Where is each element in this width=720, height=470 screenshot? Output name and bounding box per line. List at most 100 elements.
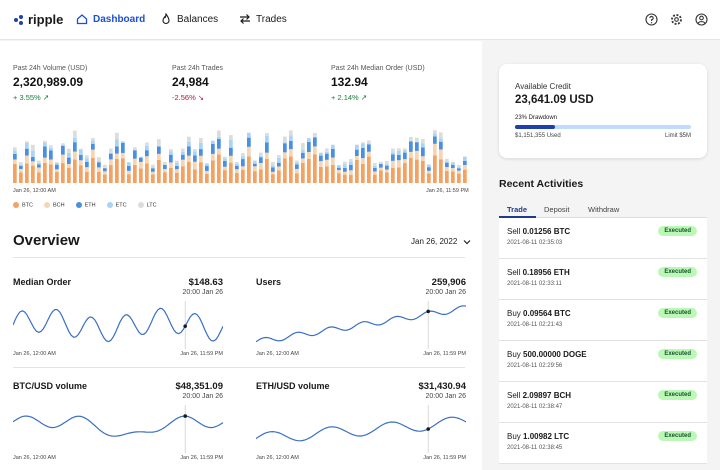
volume-bar-segment [193, 151, 197, 156]
volume-bar-segment [295, 160, 299, 163]
volume-bar-segment [421, 143, 425, 148]
side-panel: Available Credit 23,641.09 USD 23% Drawd… [482, 41, 720, 470]
arrow-down-right-icon: ↘ [197, 93, 205, 102]
volume-bar-segment [391, 148, 395, 153]
date-selector-value: Jan 26, 2022 [411, 237, 458, 246]
volume-bar-segment [421, 147, 425, 157]
activity-row[interactable]: Buy 1.00982 LTC 2021-08-11 02:38:45 Exec… [499, 423, 707, 464]
volume-bar-segment [289, 156, 293, 183]
activity-row[interactable]: Sell 0.18956 ETH 2021-08-11 02:33:11 Exe… [499, 259, 707, 300]
activity-row[interactable]: Buy 0.09564 BTC 2021-08-11 02:21:43 Exec… [499, 300, 707, 341]
volume-bar-segment [145, 145, 149, 151]
volume-bar-segment [241, 156, 245, 160]
volume-bar-segment [445, 161, 449, 163]
nav-dashboard[interactable]: Dashboard [76, 13, 145, 25]
volume-bar-segment [415, 159, 419, 183]
credit-card: Available Credit 23,641.09 USD 23% Drawd… [499, 64, 707, 158]
activity-time: 2021-08-11 02:33:11 [507, 281, 562, 287]
volume-bar-segment [85, 171, 89, 183]
legend-bch: BCH [44, 202, 65, 208]
volume-bar-segment [283, 152, 287, 159]
volume-bar-segment [25, 141, 29, 143]
volume-bar-segment [31, 161, 35, 166]
volume-bar-segment [457, 168, 461, 171]
volume-bar-segment [241, 169, 245, 183]
volume-bar-segment [313, 154, 317, 183]
volume-bar-segment [427, 173, 431, 183]
volume-bar-segment [199, 162, 203, 183]
volume-bar-segment [25, 142, 29, 149]
credit-label: Available Credit [515, 82, 571, 91]
volume-bar-segment [409, 136, 413, 141]
metric-axis-start: Jan 26, 12:00 AM [256, 351, 299, 357]
activity-description: Sell 0.01256 BTC [507, 227, 570, 236]
status-badge: Executed [658, 349, 697, 359]
stat-volume-value: 2,320,989.09 [13, 75, 84, 89]
gear-icon[interactable] [670, 13, 683, 26]
volume-bar-segment [367, 144, 371, 152]
active-tab-underline [499, 216, 536, 218]
ripple-logo[interactable]: ripple [13, 12, 63, 27]
activity-side: Sell [507, 227, 521, 236]
volume-bar-segment [13, 163, 17, 183]
activity-description: Sell 0.18956 ETH [507, 268, 570, 277]
volume-bar-segment [55, 171, 59, 183]
volume-bar-segment [37, 160, 41, 163]
volume-bar-segment [19, 162, 23, 165]
volume-bar-segment [457, 170, 461, 174]
nav-trades[interactable]: Trades [239, 13, 287, 25]
volume-bar-segment [151, 164, 155, 168]
volume-bar-segment [91, 143, 95, 150]
volume-bar-segment [247, 137, 251, 147]
volume-bar-segment [277, 166, 281, 171]
volume-bar-segment [397, 150, 401, 155]
volume-bar-segment [223, 166, 227, 171]
user-avatar-icon[interactable] [695, 13, 708, 26]
volume-bar-segment [277, 170, 281, 183]
tab-withdraw[interactable]: Withdraw [588, 205, 620, 214]
volume-bar-segment [319, 152, 323, 156]
volume-bar-segment [67, 152, 71, 158]
volume-bar-segment [295, 173, 299, 183]
tab-trade[interactable]: Trade [507, 205, 528, 214]
metric-title: ETH/USD volume [256, 381, 330, 391]
activity-row[interactable]: Buy 500.00000 DOGE 2021-08-11 02:29:56 E… [499, 341, 707, 382]
nav-balances[interactable]: Balances [160, 13, 218, 25]
volume-bar-segment [115, 146, 119, 154]
volume-bar-segment [421, 156, 425, 162]
volume-bar-segment [433, 130, 437, 134]
status-badge: Executed [658, 267, 697, 277]
volume-bar-segment [229, 147, 233, 156]
volume-bar-segment [13, 147, 17, 151]
metric-value: $148.63 [188, 277, 223, 288]
volume-bar-segment [175, 172, 179, 183]
status-badge: Executed [658, 390, 697, 400]
tab-deposit[interactable]: Deposit [544, 205, 570, 214]
volume-bar-segment [343, 167, 347, 172]
metrics-divider [13, 367, 465, 368]
volume-bar-segment [73, 151, 77, 160]
stat-median: Past 24h Median Order (USD) 132.94 + 2.1… [331, 65, 425, 102]
volume-bar-segment [247, 132, 251, 138]
volume-bar-segment [283, 143, 287, 153]
volume-bar-segment [277, 162, 281, 167]
volume-bar-segment [109, 153, 113, 160]
stat-median-label: Past 24h Median Order (USD) [331, 65, 425, 72]
help-icon[interactable] [645, 13, 658, 26]
volume-bar-segment [265, 136, 269, 143]
activity-row[interactable]: Sell 2.09897 BCH 2021-08-11 02:38:47 Exe… [499, 382, 707, 423]
credit-used: $1,151,355 Used [515, 133, 561, 139]
activity-row[interactable]: Sell 0.01256 BTC 2021-08-11 02:35:03 Exe… [499, 218, 707, 259]
volume-bar-segment [205, 163, 209, 167]
volume-bar-segment [199, 137, 203, 143]
volume-bar-segment [427, 167, 431, 171]
metric-axis-end: Jan 26, 11:59 PM [180, 455, 223, 461]
legend-btc: BTC [13, 202, 33, 208]
volume-bar-segment [163, 168, 167, 173]
volume-bar-segment [301, 143, 305, 150]
volume-bar-segment [85, 161, 89, 168]
volume-bar-segment [355, 155, 359, 160]
date-selector[interactable]: Jan 26, 2022 [411, 237, 471, 246]
volume-bar-segment [211, 153, 215, 161]
volume-bar-segment [19, 164, 23, 166]
